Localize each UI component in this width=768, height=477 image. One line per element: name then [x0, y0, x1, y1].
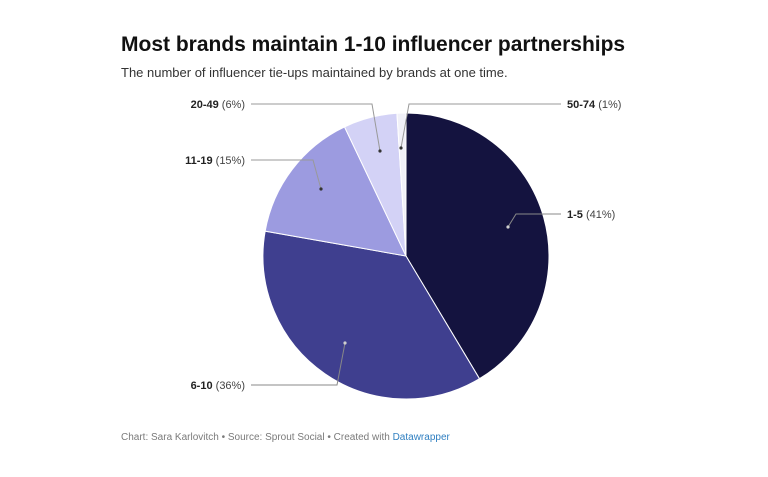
slice-label-text: 20-49 (6%): [191, 99, 245, 111]
slice-percent: (15%): [213, 155, 245, 167]
slice-category: 50-74: [567, 99, 596, 111]
leader-dot: [343, 341, 347, 345]
leader-line: [251, 103, 381, 152]
pie-slice-11-19: [264, 126, 407, 257]
leader-dot: [506, 225, 510, 229]
slice-label-text: 11-19 (15%): [185, 155, 245, 167]
slice-label-text: 6-10 (36%): [191, 380, 245, 392]
slice-label-6-10: 6-10 (36%): [191, 341, 347, 392]
slice-percent: (41%): [583, 209, 615, 221]
slice-category: 6-10: [191, 380, 213, 392]
slice-label-1-5: 1-5 (41%): [506, 209, 615, 229]
chart-subtitle: The number of influencer tie-ups maintai…: [121, 65, 508, 80]
slice-label-50-74: 50-74 (1%): [399, 99, 621, 150]
slice-percent: (36%): [213, 380, 245, 392]
leader-line: [507, 213, 561, 228]
leader-line: [251, 342, 346, 386]
chart-footer: Chart: Sara Karlovitch • Source: Sprout …: [121, 432, 450, 443]
slice-label-11-19: 11-19 (15%): [185, 155, 323, 191]
slice-percent: (6%): [219, 99, 245, 111]
datawrapper-link[interactable]: Datawrapper: [392, 432, 450, 443]
slice-category: 1-5: [567, 209, 583, 221]
footer-credit: Chart: Sara Karlovitch • Source: Sprout …: [121, 432, 393, 443]
pie-slice-1-5: [405, 112, 550, 380]
slice-label-text: 50-74 (1%): [567, 99, 621, 111]
chart-title: Most brands maintain 1-10 influencer par…: [121, 33, 626, 56]
leader-dot: [399, 146, 403, 150]
leader-line: [400, 103, 561, 149]
slice-category: 11-19: [185, 155, 213, 167]
slice-label-text: 1-5 (41%): [567, 209, 615, 221]
slice-label-20-49: 20-49 (6%): [191, 99, 382, 153]
leader-line: [251, 159, 322, 190]
leader-dot: [319, 187, 323, 191]
slice-percent: (1%): [595, 99, 621, 111]
pie-slice-50-74: [396, 112, 407, 257]
pie-slice-6-10: [262, 230, 481, 400]
leader-dot: [378, 149, 382, 153]
slice-category: 20-49: [191, 99, 219, 111]
